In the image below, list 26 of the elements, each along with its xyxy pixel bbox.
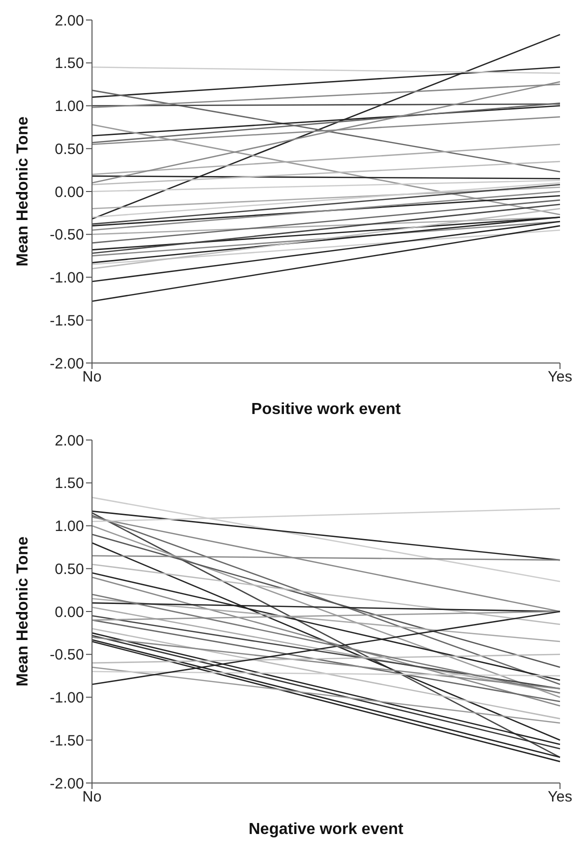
x-tick-label: Yes bbox=[548, 788, 572, 806]
y-tick-label: -1.00 bbox=[50, 690, 84, 707]
y-axis-title: Mean Hedonic Tone bbox=[14, 116, 32, 266]
y-tick-label: 1.50 bbox=[54, 475, 84, 492]
y-axis-title: Mean Hedonic Tone bbox=[14, 536, 32, 686]
y-tick-label: 0.00 bbox=[54, 604, 84, 621]
y-tick-label: 0.50 bbox=[54, 140, 84, 158]
y-tick-label: -0.50 bbox=[50, 226, 84, 244]
x-tick-label: No bbox=[82, 788, 102, 806]
y-tick-label: -1.50 bbox=[50, 732, 84, 750]
y-tick-label: -1.00 bbox=[50, 270, 84, 287]
y-tick-label: -0.50 bbox=[50, 646, 84, 664]
y-tick-label: 0.00 bbox=[54, 184, 84, 201]
y-tick-label: 2.00 bbox=[54, 432, 84, 450]
x-axis-title: Positive work event bbox=[251, 401, 402, 418]
y-tick-label: 0.50 bbox=[54, 560, 84, 578]
x-tick-label: Yes bbox=[548, 368, 572, 386]
x-axis-title: Negative work event bbox=[248, 821, 404, 838]
y-tick-label: 1.00 bbox=[54, 518, 84, 536]
x-tick-label: No bbox=[82, 368, 102, 386]
y-tick-label: 2.00 bbox=[54, 12, 84, 30]
y-tick-label: 1.00 bbox=[54, 98, 84, 116]
y-tick-label: -1.50 bbox=[50, 312, 84, 330]
y-tick-label: -2.00 bbox=[50, 355, 84, 372]
y-tick-label: -2.00 bbox=[50, 775, 84, 792]
y-tick-label: 1.50 bbox=[54, 55, 84, 72]
